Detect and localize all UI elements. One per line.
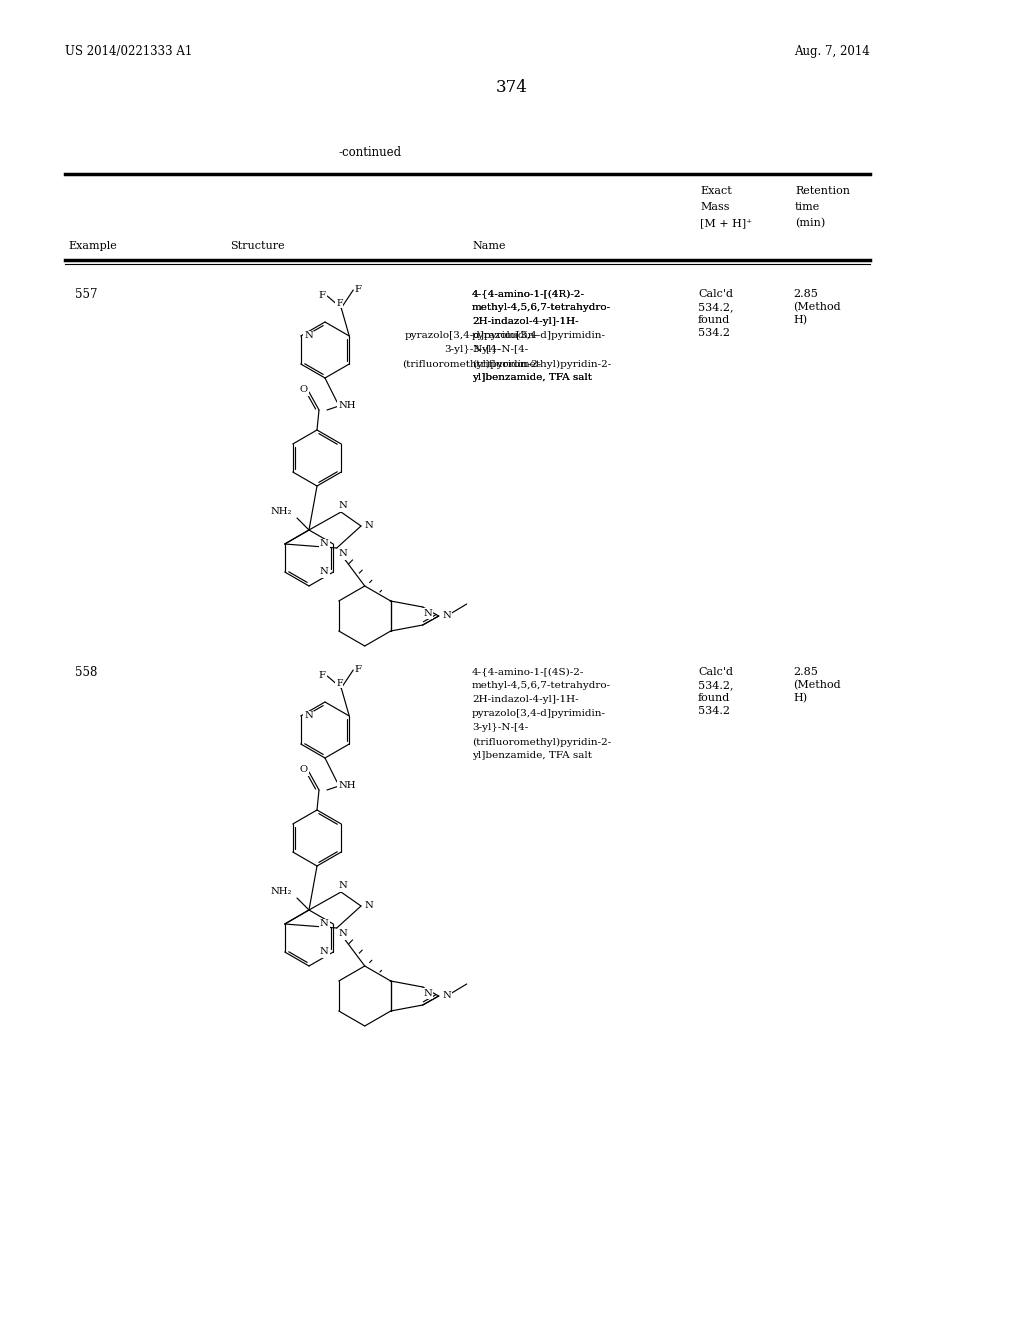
Text: N: N <box>304 331 313 341</box>
Text: H): H) <box>793 693 807 704</box>
Text: 2H-indazol-4-yl]-1H-: 2H-indazol-4-yl]-1H- <box>472 318 579 326</box>
Text: NH: NH <box>338 401 355 411</box>
Text: Retention: Retention <box>795 186 850 195</box>
Text: (Method: (Method <box>793 680 841 690</box>
Text: 4-{4-amino-1-[(4R)-2-: 4-{4-amino-1-[(4R)-2- <box>472 289 585 298</box>
Text: -continued: -continued <box>339 145 401 158</box>
Text: N: N <box>339 882 347 891</box>
Text: N: N <box>319 540 329 549</box>
Text: methyl-4,5,6,7-tetrahydro-: methyl-4,5,6,7-tetrahydro- <box>472 304 611 313</box>
Text: yl]benzamide, TFA salt: yl]benzamide, TFA salt <box>472 751 592 760</box>
Text: Name: Name <box>472 242 506 251</box>
Text: N: N <box>304 711 313 721</box>
Text: methyl-4,5,6,7-tetrahydro-: methyl-4,5,6,7-tetrahydro- <box>472 304 611 313</box>
Text: 534.2,: 534.2, <box>698 302 733 312</box>
Text: N: N <box>319 948 329 957</box>
Text: Exact: Exact <box>700 186 732 195</box>
Text: NH: NH <box>338 781 355 791</box>
Text: (min): (min) <box>795 218 825 228</box>
Text: N: N <box>442 991 452 1001</box>
Text: time: time <box>795 202 820 213</box>
Text: Aug. 7, 2014: Aug. 7, 2014 <box>795 45 870 58</box>
Text: yl]benzamide, TFA salt: yl]benzamide, TFA salt <box>472 374 592 383</box>
Text: US 2014/0221333 A1: US 2014/0221333 A1 <box>65 45 193 58</box>
Text: 2H-indazol-4-yl]-1H-: 2H-indazol-4-yl]-1H- <box>472 318 579 326</box>
Text: 3-yl}-N-[4-: 3-yl}-N-[4- <box>443 346 500 355</box>
Text: O: O <box>300 385 308 395</box>
Text: 2.85: 2.85 <box>793 667 818 677</box>
Text: N: N <box>365 521 374 531</box>
Text: [M + H]⁺: [M + H]⁺ <box>700 218 752 228</box>
Text: N: N <box>423 609 432 618</box>
Text: 3-yl}-N-[4-: 3-yl}-N-[4- <box>472 346 528 355</box>
Text: Mass: Mass <box>700 202 729 213</box>
Text: N: N <box>423 989 432 998</box>
Text: N: N <box>365 902 374 911</box>
Text: found: found <box>698 315 730 325</box>
Text: 4-{4-amino-1-[(4R)-2-: 4-{4-amino-1-[(4R)-2- <box>472 289 585 298</box>
Text: (trifluoromethyl)pyridin-2-: (trifluoromethyl)pyridin-2- <box>472 738 611 747</box>
Text: found: found <box>698 693 730 704</box>
Text: (trifluoromethyl)pyridin-2-: (trifluoromethyl)pyridin-2- <box>472 359 611 368</box>
Text: pyrazolo[3,4-d]pyrimidin-: pyrazolo[3,4-d]pyrimidin- <box>406 331 539 341</box>
Text: pyrazolo[3,4-d]pyrimidin-: pyrazolo[3,4-d]pyrimidin- <box>472 331 606 341</box>
Text: Example: Example <box>68 242 117 251</box>
Text: 534.2: 534.2 <box>698 706 730 715</box>
Text: 534.2,: 534.2, <box>698 680 733 690</box>
Text: (Method: (Method <box>793 302 841 312</box>
Text: O: O <box>300 766 308 775</box>
Text: F: F <box>318 292 326 301</box>
Text: pyrazolo[3,4-d]pyrimidin-: pyrazolo[3,4-d]pyrimidin- <box>472 710 606 718</box>
Text: (trifluoromethyl)pyridin-2-: (trifluoromethyl)pyridin-2- <box>402 359 542 368</box>
Text: H): H) <box>793 315 807 325</box>
Text: 374: 374 <box>496 79 528 96</box>
Text: N: N <box>338 549 347 558</box>
Text: F: F <box>318 672 326 681</box>
Text: NH₂: NH₂ <box>270 887 292 896</box>
Text: N: N <box>319 568 329 577</box>
Text: 2H-indazol-4-yl]-1H-: 2H-indazol-4-yl]-1H- <box>472 696 579 705</box>
Text: Calc'd: Calc'd <box>698 667 733 677</box>
Text: NH₂: NH₂ <box>270 507 292 516</box>
Text: 3-yl}-N-[4-: 3-yl}-N-[4- <box>472 723 528 733</box>
Text: F: F <box>354 285 361 294</box>
Text: 534.2: 534.2 <box>698 327 730 338</box>
Text: 558: 558 <box>75 665 97 678</box>
Text: 4-{4-amino-1-[(4S)-2-: 4-{4-amino-1-[(4S)-2- <box>472 668 585 676</box>
Text: N: N <box>338 929 347 939</box>
Text: Calc'd: Calc'd <box>698 289 733 300</box>
Text: N: N <box>339 502 347 511</box>
Text: 2.85: 2.85 <box>793 289 818 300</box>
Text: F: F <box>336 678 342 688</box>
Text: N: N <box>442 611 452 620</box>
Text: 557: 557 <box>75 288 97 301</box>
Text: N: N <box>319 920 329 928</box>
Text: yl]benzamide, TFA salt: yl]benzamide, TFA salt <box>472 374 592 383</box>
Text: methyl-4,5,6,7-tetrahydro-: methyl-4,5,6,7-tetrahydro- <box>472 681 611 690</box>
Text: F: F <box>336 298 342 308</box>
Text: F: F <box>354 665 361 675</box>
Text: Structure: Structure <box>230 242 285 251</box>
